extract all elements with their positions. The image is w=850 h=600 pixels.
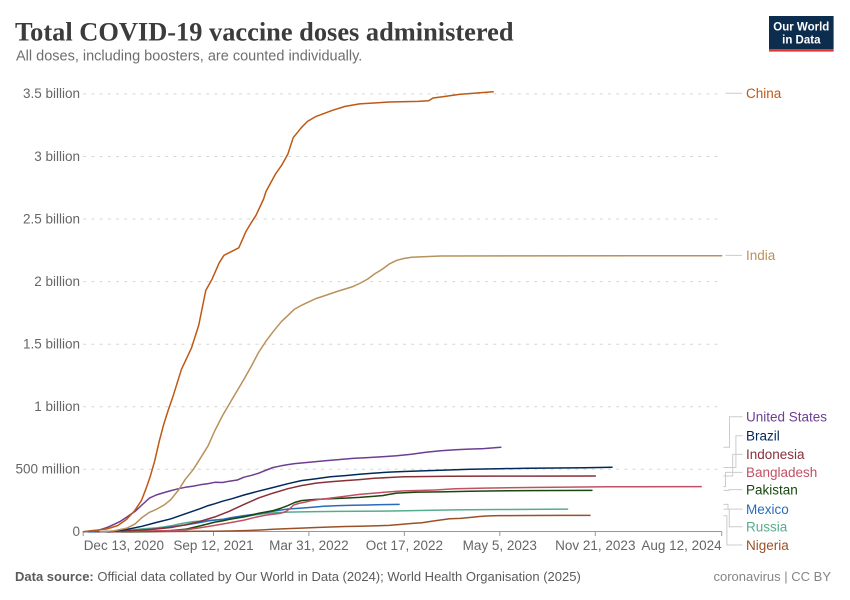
svg-text:Mexico: Mexico <box>746 502 789 517</box>
svg-text:3.5 billion: 3.5 billion <box>23 86 80 101</box>
svg-text:Data source: Official data col: Data source: Official data collated by O… <box>15 569 581 584</box>
svg-text:May 5, 2023: May 5, 2023 <box>463 538 537 553</box>
svg-text:Mar 31, 2022: Mar 31, 2022 <box>269 538 349 553</box>
svg-text:Nov 21, 2023: Nov 21, 2023 <box>555 538 635 553</box>
svg-text:in Data: in Data <box>782 35 821 47</box>
svg-text:Oct 17, 2022: Oct 17, 2022 <box>366 538 443 553</box>
svg-text:500 million: 500 million <box>15 462 80 477</box>
svg-text:Aug 12, 2024: Aug 12, 2024 <box>641 538 722 553</box>
svg-text:All doses, including boosters,: All doses, including boosters, are count… <box>16 49 362 65</box>
svg-text:1 billion: 1 billion <box>34 399 80 414</box>
svg-text:Russia: Russia <box>746 520 788 535</box>
svg-text:Pakistan: Pakistan <box>746 482 798 497</box>
svg-text:2 billion: 2 billion <box>34 274 80 289</box>
svg-text:India: India <box>746 248 776 263</box>
svg-text:0: 0 <box>72 524 80 539</box>
svg-text:Bangladesh: Bangladesh <box>746 465 817 480</box>
svg-text:Dec 13, 2020: Dec 13, 2020 <box>84 538 164 553</box>
svg-text:1.5 billion: 1.5 billion <box>23 337 80 352</box>
svg-text:Brazil: Brazil <box>746 429 780 444</box>
svg-text:coronavirus | CC BY: coronavirus | CC BY <box>713 569 831 584</box>
svg-text:Our World: Our World <box>773 22 829 34</box>
svg-text:Total COVID-19 vaccine doses a: Total COVID-19 vaccine doses administere… <box>15 17 514 47</box>
svg-text:2.5 billion: 2.5 billion <box>23 211 80 226</box>
svg-text:Nigeria: Nigeria <box>746 538 789 553</box>
svg-text:3 billion: 3 billion <box>34 149 80 164</box>
svg-text:Indonesia: Indonesia <box>746 447 805 462</box>
svg-text:Sep 12, 2021: Sep 12, 2021 <box>173 538 253 553</box>
svg-text:China: China <box>746 86 782 101</box>
svg-text:United States: United States <box>746 410 827 425</box>
